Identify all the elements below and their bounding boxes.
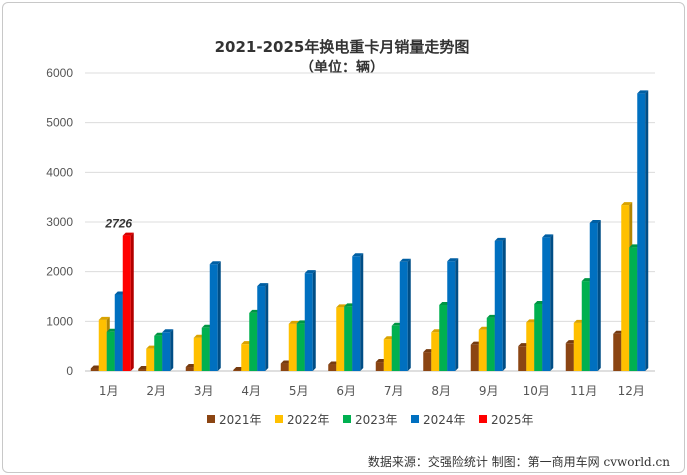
legend-item: 2023年 [343,413,398,427]
x-tick-label: 1月 [99,384,119,398]
x-tick-label: 9月 [479,384,499,398]
legend-item: 2022年 [275,413,330,427]
x-tick-label: 7月 [384,384,404,398]
bar [304,270,316,371]
x-tick-label: 10月 [523,384,550,398]
legend-swatch [207,415,215,423]
legend-swatch [411,415,419,423]
bar [637,90,649,371]
x-tick-label: 3月 [194,384,214,398]
y-tick-label: 6000 [46,66,73,80]
x-tick-label: 4月 [241,384,261,398]
bar [122,232,134,371]
y-tick-label: 4000 [46,165,73,179]
bar [352,253,364,371]
legend-label: 2021年 [219,413,262,427]
x-tick-label: 6月 [336,384,356,398]
bar [589,219,601,371]
legend-label: 2023年 [355,413,398,427]
y-tick-label: 5000 [46,116,73,130]
x-axis: 1月 2月 3月 4月 5月 6月 7月 8月 9月 10月 11月 12月 [99,384,645,398]
bar [542,234,554,371]
x-tick-label: 2月 [146,384,166,398]
bar [162,329,174,371]
bar [494,237,506,371]
source-note: 数据来源：交强险统计 制图：第一商用车网 cvworld.cn [368,454,670,469]
legend-swatch [479,415,487,423]
legend: 2021年 2022年 2023年 2024年 2025年 [207,413,534,427]
y-axis: 0 1000 2000 3000 4000 5000 6000 [46,66,73,378]
x-tick-label: 8月 [431,384,451,398]
legend-swatch [343,415,351,423]
gridlines [85,72,655,372]
legend-label: 2022年 [287,413,330,427]
bar [209,261,221,371]
legend-item: 2021年 [207,413,262,427]
chart-subtitle: （单位：辆） [300,59,384,76]
y-tick-label: 2000 [46,265,73,279]
legend-label: 2025年 [491,413,534,427]
y-tick-label: 0 [66,364,73,378]
legend-label: 2024年 [423,413,466,427]
x-tick-label: 12月 [618,384,645,398]
x-tick-label: 5月 [289,384,309,398]
bars: 2726 [90,90,649,371]
chart-title: 2021-2025年换电重卡月销量走势图 [215,38,470,56]
bar [447,258,459,371]
y-tick-label: 3000 [46,215,73,229]
x-tick-label: 11月 [570,384,597,398]
legend-swatch [275,415,283,423]
bar [399,258,411,371]
y-tick-label: 1000 [46,314,73,328]
data-label: 2726 [104,217,132,231]
bar [257,283,269,371]
legend-item: 2025年 [479,413,534,427]
legend-item: 2024年 [411,413,466,427]
